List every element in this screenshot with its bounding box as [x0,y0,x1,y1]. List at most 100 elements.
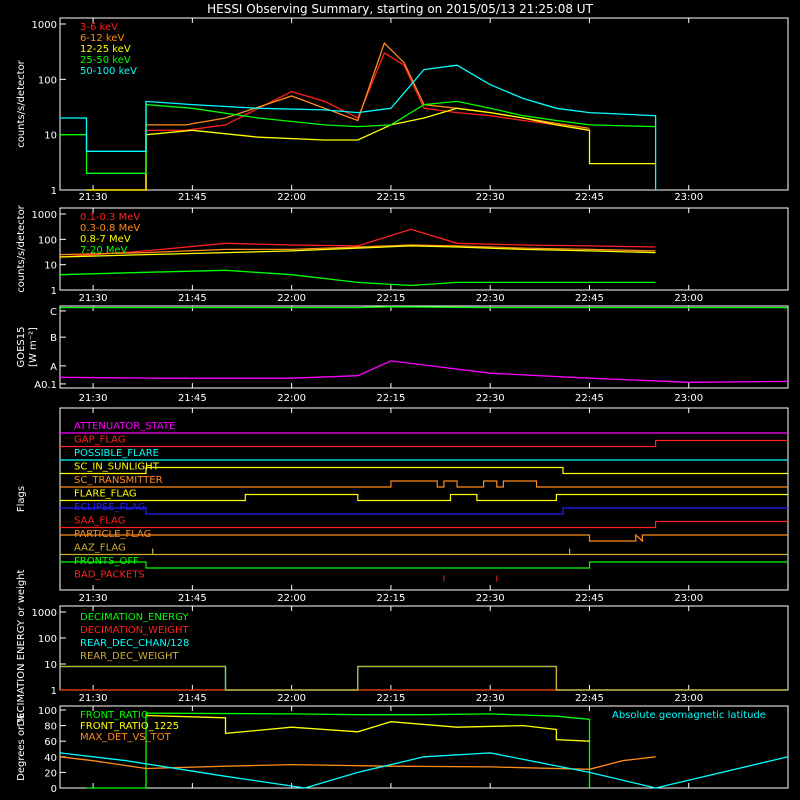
time-tick-label: 22:45 [575,293,604,304]
time-tick-label: 22:30 [476,693,505,704]
series-line [145,714,590,742]
flag-line [60,533,788,543]
flag-line [60,507,788,515]
time-tick-label: 21:30 [79,693,108,704]
time-tick-label: 22:30 [476,393,505,404]
time-tick-label: 23:00 [674,593,703,604]
series-line [59,752,789,789]
time-tick-label: 22:00 [277,293,306,304]
series-line [59,245,656,258]
y-axis-title: counts/s/detector [16,204,27,292]
time-tick-label: 22:00 [277,593,306,604]
y-tick-label: 10 [44,261,57,272]
legend-entry: 12-25 keV [80,44,131,55]
series-line [86,712,591,789]
time-tick-label: 21:30 [79,293,108,304]
series-line [86,107,656,191]
time-tick-label: 21:45 [178,593,207,604]
flag-line [60,520,788,529]
flag-line [60,439,788,448]
y-tick-label: 40 [44,753,57,764]
legend-entry: FRONT_RATIO [80,710,149,721]
panel-frame [59,705,789,789]
panel-frame [59,305,789,389]
flag-label: ECLIPSE_FLAG [74,502,145,513]
flag-label: AAZ_FLAG [74,543,126,554]
series-line [60,665,788,691]
flag-label: SAA_FLAG [74,516,125,527]
panel-decimation: 1 10 100 1000 DECIMATION ENERGY or weight DEC… [16,569,789,726]
y-tick-label: 100 [38,75,57,86]
y-tick-label: 100 [38,706,57,717]
time-tick-label: 22:45 [575,393,604,404]
chart-title: HESSI Observing Summary, starting on 201… [207,2,593,16]
time-tick-label: 22:45 [575,593,604,604]
flag-line [60,493,788,502]
flag-line [60,480,788,488]
time-tick-label: 23:00 [674,393,703,404]
series-line [86,51,590,191]
y-tick-label: 1000 [32,608,57,619]
y-tick-label: 1000 [32,210,57,221]
series-line [59,244,656,256]
time-tick-label: 21:45 [178,693,207,704]
legend-entry: MAX_DET_VS_TOT [80,732,172,743]
y-tick-label: 1000 [32,20,57,31]
legend-entry: REAR_DEC_WEIGHT [80,651,179,662]
time-tick-label: 21:30 [79,192,108,203]
series-line [60,306,788,309]
series-line [59,269,656,287]
y-tick-label: 1 [51,186,57,197]
time-tick-label: 22:30 [476,192,505,203]
legend-entry: Absolute geomagnetic latitude [612,710,766,721]
legend-entry: 6-12 keV [80,33,124,44]
legend-entry: 0.1-0.3 MeV [80,212,140,223]
time-tick-label: 22:15 [376,192,405,203]
flag-label: FRONTS_OFF [74,556,139,567]
time-tick-label: 22:00 [277,393,306,404]
time-tick-label: 21:45 [178,393,207,404]
y-axis-title: Flags [16,486,27,512]
time-tick-label: 22:45 [575,192,604,203]
time-tick-label: 21:45 [178,192,207,203]
panel-frame [59,207,789,291]
time-tick-label: 22:30 [476,293,505,304]
y-axis-title: counts/s/detector [16,59,27,147]
time-tick-label: 22:15 [376,693,405,704]
flag-label: POSSIBLE_FLARE [74,448,159,459]
panel-goes: A0.1 A B C GOES15 [W m⁻²] [16,305,789,391]
y-tick-label: 100 [38,634,57,645]
y-tick-label: 0 [51,784,57,795]
flag-label: SC_TRANSMITTER [74,475,163,486]
flag-label: BAD_PACKETS [74,570,145,581]
legend-entry: FRONT_RATIO_1225 [80,721,179,732]
time-tick-label: 22:15 [376,293,405,304]
y-axis-unit: [W m⁻²] [28,327,39,367]
time-tick-label: 21:30 [79,393,108,404]
flag-label: ATTENUATOR_STATE [74,421,175,432]
time-tick-label: 21:30 [79,593,108,604]
legend-entry: 7-20 MeV [80,245,128,256]
y-tick-label: 10 [44,660,57,671]
y-tick-label: 1 [51,286,57,297]
series-line [60,100,656,174]
flag-label: GAP_FLAG [74,435,126,446]
series-line [59,360,789,383]
y-axis-title: DECIMATION ENERGY or weight [16,569,27,726]
legend-entry: DECIMATION_ENERGY [80,612,189,623]
panel-flags: Flags ATTENUATOR_STATE GAP_FLAG POSSIBLE_FL… [16,407,789,591]
time-tick-label: 23:00 [674,192,703,203]
y-tick-label: A [50,362,57,373]
time-tick-label: 22:15 [376,593,405,604]
y-tick-label: B [50,333,57,344]
legend-entry: 50-100 keV [80,66,137,77]
time-tick-label: 23:00 [674,693,703,704]
y-tick-label: C [50,307,57,318]
legend-entry: 25-50 keV [80,55,131,66]
legend-entry: REAR_DEC_CHAN/128 [80,638,189,649]
legend-entry: 0.3-0.8 MeV [80,223,140,234]
y-tick-label: 10 [44,131,57,142]
series-line [59,756,656,770]
